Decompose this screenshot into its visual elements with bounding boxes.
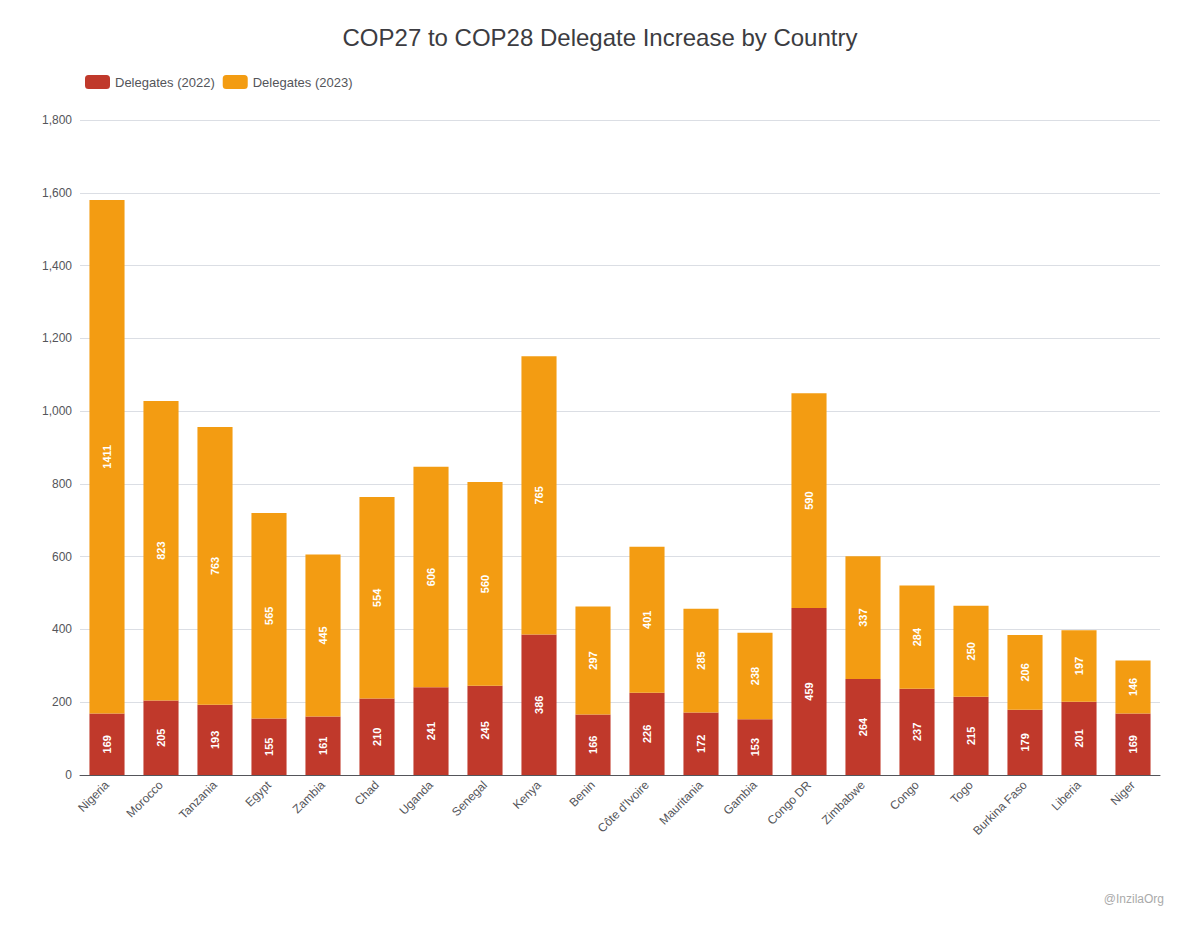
- svg-text:600: 600: [52, 550, 72, 564]
- svg-text:Egypt: Egypt: [242, 778, 274, 810]
- svg-text:554: 554: [371, 588, 383, 607]
- svg-text:297: 297: [587, 651, 599, 669]
- svg-text:0: 0: [65, 768, 72, 782]
- svg-text:237: 237: [911, 723, 923, 741]
- svg-text:1,600: 1,600: [42, 186, 72, 200]
- svg-text:Niger: Niger: [1108, 778, 1138, 808]
- svg-text:179: 179: [1019, 733, 1031, 751]
- svg-text:250: 250: [965, 642, 977, 660]
- svg-text:Morocco: Morocco: [124, 778, 167, 821]
- svg-text:172: 172: [695, 735, 707, 753]
- svg-text:COP27 to COP28 Delegate Increa: COP27 to COP28 Delegate Increase by Coun…: [343, 24, 858, 51]
- svg-text:Congo DR: Congo DR: [764, 778, 814, 828]
- svg-text:206: 206: [1019, 663, 1031, 681]
- svg-text:590: 590: [803, 491, 815, 509]
- svg-text:241: 241: [425, 722, 437, 740]
- svg-text:1,000: 1,000: [42, 404, 72, 418]
- svg-text:215: 215: [965, 727, 977, 745]
- svg-text:Senegal: Senegal: [449, 778, 490, 819]
- svg-text:Chad: Chad: [352, 778, 382, 808]
- svg-text:Delegates (2023): Delegates (2023): [253, 75, 353, 90]
- svg-text:200: 200: [52, 695, 72, 709]
- svg-text:153: 153: [749, 738, 761, 756]
- svg-text:146: 146: [1127, 678, 1139, 696]
- svg-text:337: 337: [857, 608, 869, 626]
- svg-text:459: 459: [803, 682, 815, 700]
- svg-text:560: 560: [479, 575, 491, 593]
- svg-text:169: 169: [101, 735, 113, 753]
- svg-text:Liberia: Liberia: [1049, 778, 1085, 814]
- svg-text:Uganda: Uganda: [396, 778, 436, 818]
- svg-text:445: 445: [317, 626, 329, 644]
- svg-text:169: 169: [1127, 735, 1139, 753]
- svg-text:@InzilaOrg: @InzilaOrg: [1104, 892, 1164, 906]
- svg-text:400: 400: [52, 622, 72, 636]
- svg-text:Kenya: Kenya: [510, 778, 544, 812]
- svg-text:800: 800: [52, 477, 72, 491]
- svg-text:606: 606: [425, 568, 437, 586]
- svg-text:Togo: Togo: [948, 778, 977, 807]
- svg-text:401: 401: [641, 611, 653, 629]
- svg-text:226: 226: [641, 725, 653, 743]
- svg-text:Tanzania: Tanzania: [176, 778, 220, 822]
- svg-text:193: 193: [209, 731, 221, 749]
- svg-text:1,200: 1,200: [42, 331, 72, 345]
- svg-text:823: 823: [155, 541, 167, 559]
- svg-text:Congo: Congo: [887, 778, 922, 813]
- svg-text:386: 386: [533, 696, 545, 714]
- svg-text:765: 765: [533, 486, 545, 504]
- svg-text:284: 284: [911, 627, 923, 646]
- svg-text:763: 763: [209, 557, 221, 575]
- svg-text:1,400: 1,400: [42, 259, 72, 273]
- svg-text:Zambia: Zambia: [290, 778, 328, 816]
- svg-text:Burkina Faso: Burkina Faso: [970, 778, 1030, 838]
- svg-text:205: 205: [155, 729, 167, 747]
- svg-text:285: 285: [695, 651, 707, 669]
- svg-text:197: 197: [1073, 657, 1085, 675]
- svg-text:Zimbabwe: Zimbabwe: [819, 778, 868, 827]
- svg-text:1411: 1411: [101, 445, 113, 469]
- svg-text:245: 245: [479, 721, 491, 739]
- svg-text:264: 264: [857, 717, 869, 736]
- svg-text:Delegates (2022): Delegates (2022): [115, 75, 215, 90]
- svg-text:201: 201: [1073, 729, 1085, 747]
- svg-text:565: 565: [263, 607, 275, 625]
- svg-text:Benin: Benin: [566, 778, 598, 810]
- svg-text:161: 161: [317, 737, 329, 755]
- svg-text:Mauritania: Mauritania: [656, 778, 706, 828]
- svg-text:1,800: 1,800: [42, 113, 72, 127]
- svg-text:Gambia: Gambia: [720, 778, 760, 818]
- svg-text:210: 210: [371, 728, 383, 746]
- svg-text:Nigeria: Nigeria: [75, 778, 112, 815]
- svg-text:155: 155: [263, 738, 275, 756]
- svg-text:Côte d'Ivoire: Côte d'Ivoire: [595, 778, 652, 835]
- svg-text:166: 166: [587, 736, 599, 754]
- svg-text:238: 238: [749, 667, 761, 685]
